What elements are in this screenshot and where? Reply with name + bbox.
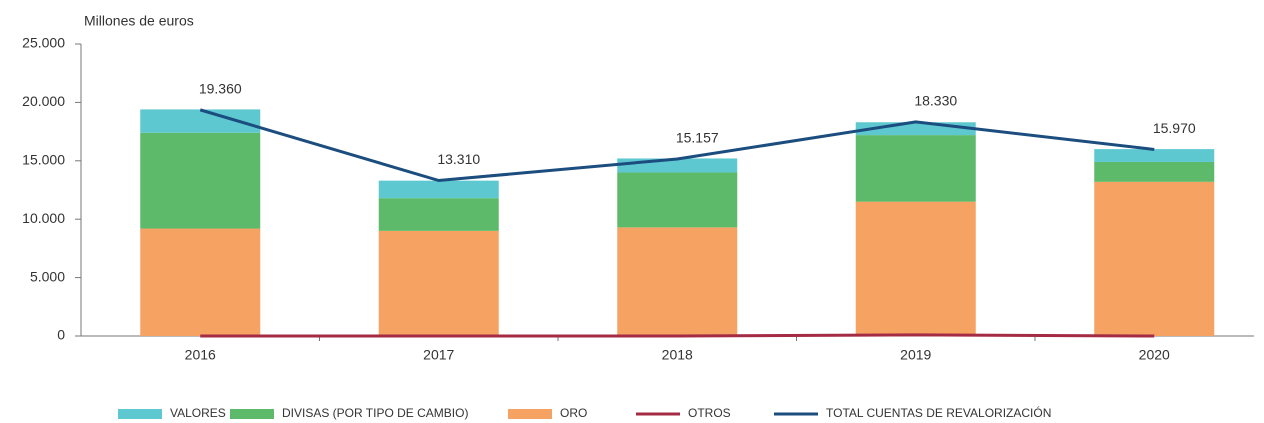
x-tick-label: 2017 <box>423 347 454 363</box>
x-tick-label: 2019 <box>900 347 931 363</box>
bar <box>1094 149 1215 162</box>
bar <box>855 201 976 336</box>
y-tick-label: 0 <box>57 327 65 343</box>
y-axis-label: Millones de euros <box>84 13 194 29</box>
bar <box>140 132 261 229</box>
y-tick-label: 5.000 <box>30 268 65 284</box>
legend-swatch <box>508 409 552 419</box>
bar <box>1094 181 1215 336</box>
line <box>199 108 1155 183</box>
data-label: 15.157 <box>676 130 719 146</box>
bar <box>617 158 738 173</box>
x-tick-label: 2018 <box>662 347 693 363</box>
legend-label: VALORES <box>170 406 226 420</box>
legend-label: ORO <box>560 406 587 420</box>
bar <box>855 135 976 202</box>
y-tick-label: 10.000 <box>22 210 65 226</box>
bar <box>378 198 499 231</box>
data-label: 13.310 <box>437 151 480 167</box>
x-tick-label: 2020 <box>1139 347 1170 363</box>
bar <box>140 109 261 133</box>
legend-label: TOTAL CUENTAS DE REVALORIZACIÓN <box>826 405 1051 420</box>
y-tick-label: 25.000 <box>22 35 65 51</box>
y-tick-label: 15.000 <box>22 152 65 168</box>
bar <box>617 227 738 336</box>
line <box>200 333 1155 338</box>
data-label: 18.330 <box>914 93 957 109</box>
bar <box>1094 161 1215 182</box>
bar <box>378 230 499 336</box>
bar <box>140 228 261 336</box>
legend-label: DIVISAS (POR TIPO DE CAMBIO) <box>282 406 468 420</box>
legend-label: OTROS <box>688 406 731 420</box>
bar <box>378 180 499 199</box>
y-tick-label: 20.000 <box>22 93 65 109</box>
bar <box>617 172 738 228</box>
data-label: 19.360 <box>199 81 242 97</box>
legend-swatch <box>118 409 162 419</box>
data-label: 15.970 <box>1153 120 1196 136</box>
x-tick-label: 2016 <box>185 347 216 363</box>
legend-swatch <box>230 409 274 419</box>
